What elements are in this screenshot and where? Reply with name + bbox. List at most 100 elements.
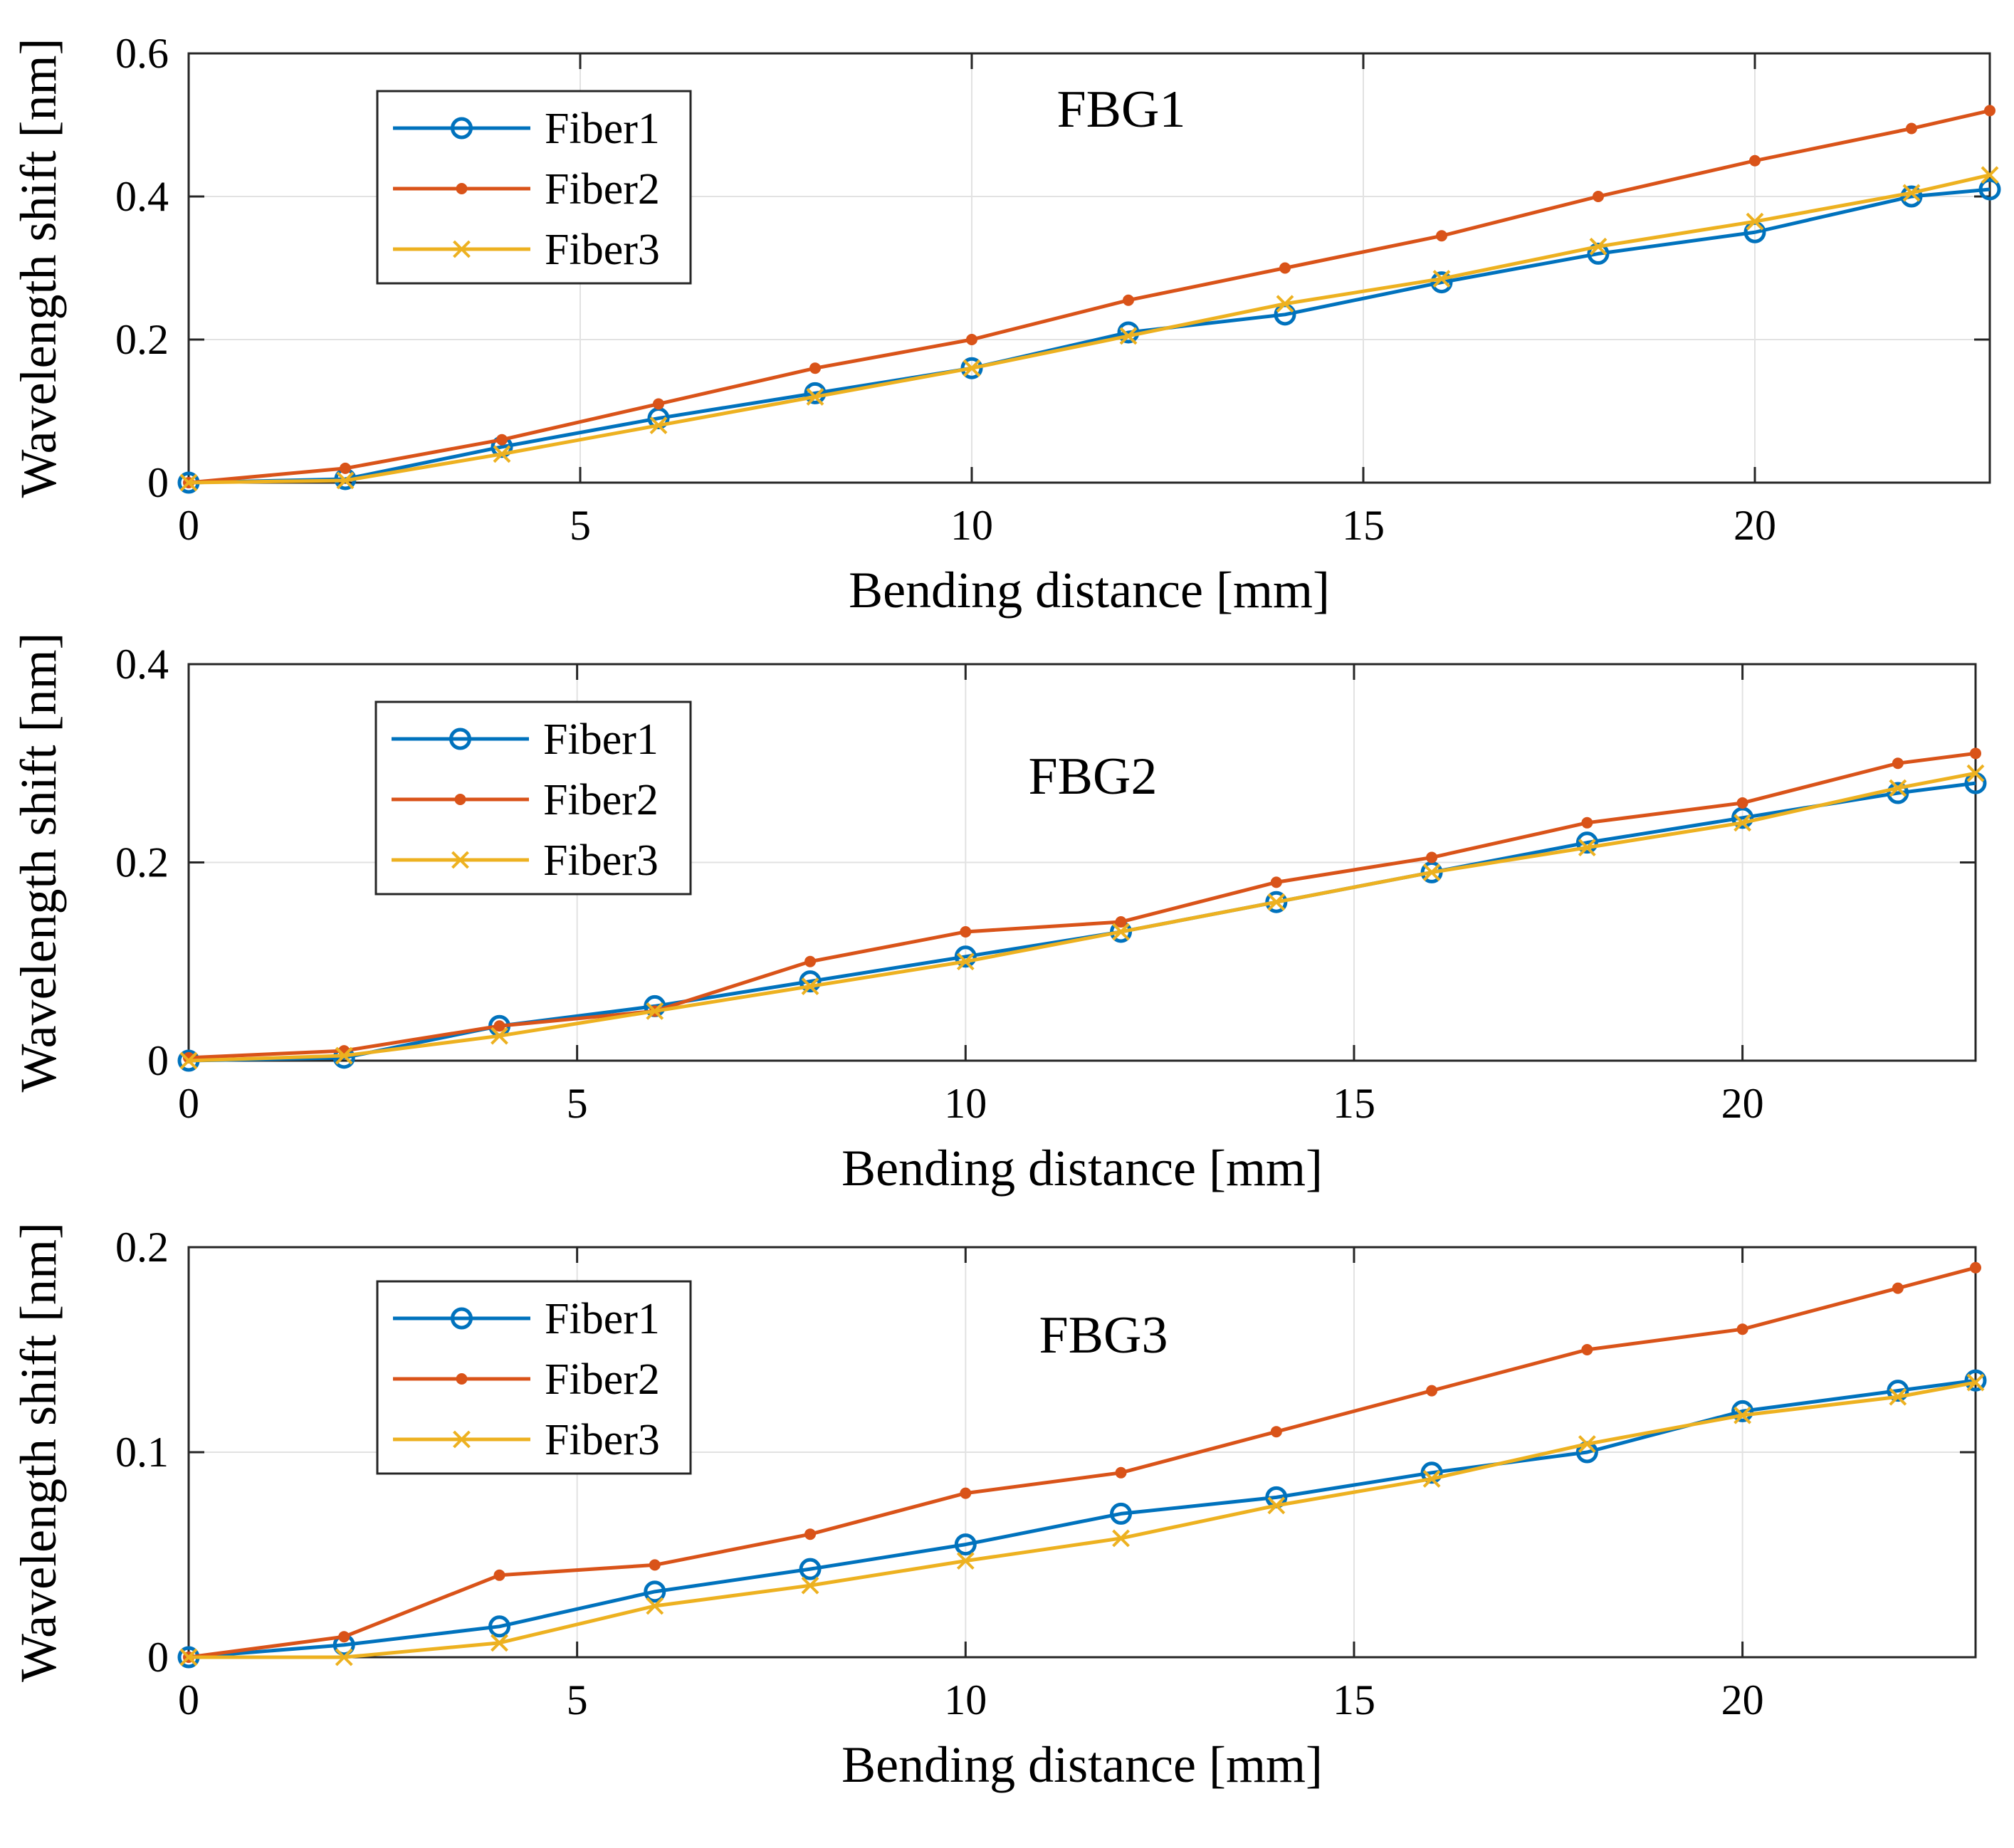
data-point bbox=[493, 1569, 505, 1581]
data-point bbox=[491, 1027, 508, 1045]
legend-label: Fiber2 bbox=[543, 776, 659, 824]
x-tick-label: 5 bbox=[567, 1080, 588, 1127]
data-point bbox=[801, 977, 819, 995]
data-point bbox=[804, 1528, 817, 1540]
series-fiber1 bbox=[177, 1369, 1987, 1669]
data-point bbox=[1970, 1261, 1981, 1274]
data-point bbox=[1436, 230, 1447, 242]
data-point bbox=[1889, 1387, 1907, 1406]
y-tick-label: 0.1 bbox=[115, 1429, 169, 1476]
data-point bbox=[1984, 105, 1995, 117]
data-point bbox=[1887, 782, 1909, 804]
data-point bbox=[801, 1576, 819, 1595]
data-point bbox=[956, 1552, 975, 1570]
data-point bbox=[1581, 1344, 1593, 1355]
data-point bbox=[963, 359, 981, 377]
data-point bbox=[1276, 295, 1294, 313]
data-point bbox=[954, 945, 977, 968]
data-point bbox=[1736, 1323, 1748, 1335]
data-point bbox=[1432, 270, 1451, 288]
data-point bbox=[1267, 893, 1286, 911]
data-point bbox=[1889, 779, 1907, 797]
x-tick-label: 0 bbox=[178, 1080, 199, 1127]
legend-marker bbox=[451, 1307, 473, 1330]
data-point bbox=[1112, 1529, 1130, 1548]
data-point bbox=[1892, 1282, 1904, 1294]
x-tick-label: 5 bbox=[570, 502, 591, 549]
data-point bbox=[1736, 797, 1748, 809]
data-point bbox=[960, 1487, 972, 1499]
legend-marker bbox=[454, 794, 466, 805]
y-tick-label: 0.2 bbox=[115, 839, 169, 886]
data-point bbox=[806, 387, 824, 406]
data-point bbox=[966, 334, 977, 345]
panel-title: FBG1 bbox=[1057, 80, 1186, 139]
data-point bbox=[1966, 764, 1985, 782]
data-point bbox=[491, 1634, 508, 1652]
data-point bbox=[1902, 184, 1921, 202]
legend-label: Fiber3 bbox=[545, 1416, 660, 1464]
y-tick-label: 0 bbox=[147, 1037, 169, 1084]
x-tick-label: 10 bbox=[950, 502, 993, 549]
panel-title: FBG2 bbox=[1029, 747, 1158, 806]
x-axis-label: Bending distance [mm] bbox=[841, 1140, 1323, 1197]
data-point bbox=[1422, 1470, 1441, 1488]
data-point bbox=[496, 434, 508, 446]
series-line bbox=[188, 1378, 1976, 1659]
x-axis-label: Bending distance [mm] bbox=[841, 1736, 1323, 1793]
data-point bbox=[644, 1580, 666, 1603]
data-point bbox=[1267, 1496, 1286, 1515]
data-point bbox=[954, 1533, 977, 1556]
x-tick-label: 10 bbox=[944, 1080, 987, 1127]
legend-label: Fiber1 bbox=[545, 105, 660, 153]
panel-title: FBG3 bbox=[1039, 1306, 1168, 1365]
x-tick-label: 0 bbox=[178, 1676, 199, 1723]
data-point bbox=[1892, 757, 1904, 770]
legend-marker bbox=[453, 1430, 471, 1449]
data-point bbox=[1981, 166, 1999, 184]
y-tick-label: 0.4 bbox=[115, 641, 169, 688]
x-tick-label: 15 bbox=[1333, 1080, 1375, 1127]
data-point bbox=[1970, 747, 1981, 760]
data-point bbox=[646, 1597, 664, 1615]
series-fiber3 bbox=[179, 166, 1999, 492]
data-point bbox=[340, 462, 351, 474]
x-tick-label: 20 bbox=[1721, 1676, 1764, 1723]
x-axis-label: Bending distance [mm] bbox=[849, 562, 1330, 619]
data-point bbox=[1906, 122, 1917, 135]
data-point bbox=[335, 1648, 353, 1666]
data-point bbox=[1119, 327, 1138, 345]
data-point bbox=[1734, 1406, 1752, 1424]
data-point bbox=[1270, 876, 1282, 888]
legend-label: Fiber1 bbox=[543, 715, 659, 764]
data-point bbox=[1575, 831, 1598, 854]
data-point bbox=[1587, 242, 1610, 265]
y-axis-label: Wavelength shift [nm] bbox=[10, 632, 67, 1092]
legend-marker bbox=[449, 728, 471, 750]
data-point bbox=[1589, 237, 1607, 256]
y-tick-label: 0.4 bbox=[115, 173, 169, 220]
data-point bbox=[1422, 863, 1441, 881]
data-point bbox=[649, 416, 668, 435]
legend-label: Fiber1 bbox=[545, 1295, 660, 1343]
data-point bbox=[493, 1020, 505, 1032]
chart-panel-1: 0 5 10 15 20 0 0.2 0.4 0.6 Bending distance [mm] W… bbox=[10, 30, 2001, 619]
data-point bbox=[1578, 839, 1596, 857]
series-fiber3 bbox=[179, 764, 1985, 1070]
data-point bbox=[804, 955, 817, 967]
data-point bbox=[1581, 817, 1593, 829]
x-tick-label: 5 bbox=[567, 1676, 588, 1723]
y-tick-label: 0 bbox=[147, 459, 169, 506]
data-point bbox=[1900, 185, 1923, 208]
data-point bbox=[1749, 154, 1761, 167]
x-tick-label: 10 bbox=[944, 1676, 987, 1723]
legend-marker bbox=[453, 240, 471, 258]
legend-marker bbox=[456, 1373, 468, 1385]
y-tick-label: 0 bbox=[147, 1634, 169, 1681]
legend-label: Fiber2 bbox=[545, 1355, 660, 1404]
series-fiber2 bbox=[183, 105, 1995, 488]
data-point bbox=[1279, 262, 1291, 274]
legend-marker bbox=[451, 851, 469, 869]
data-point bbox=[1115, 916, 1127, 928]
